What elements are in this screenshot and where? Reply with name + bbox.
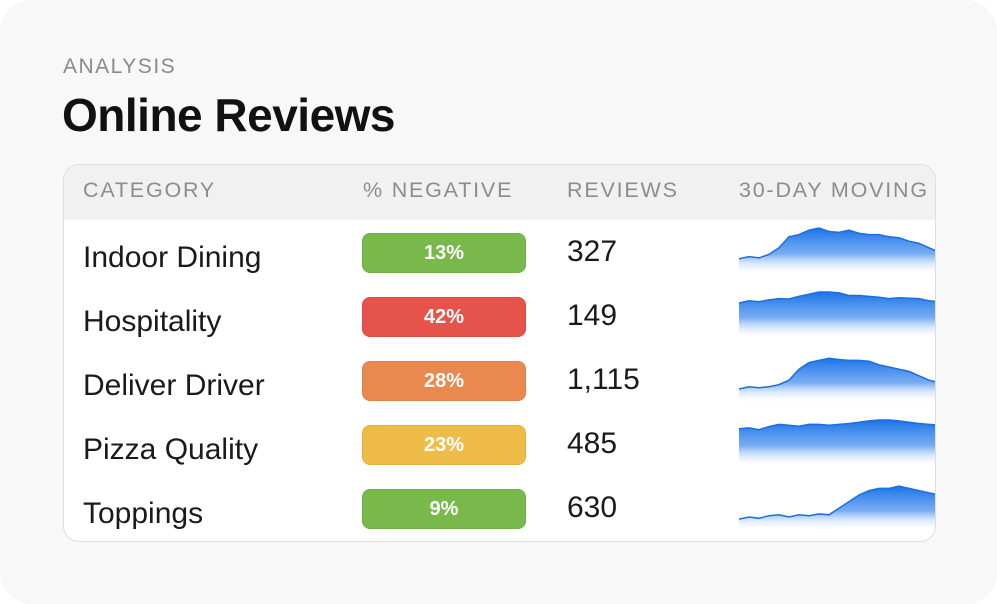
column-header-reviews[interactable]: REVIEWS — [567, 178, 679, 202]
sparkline-line — [739, 357, 935, 390]
negative-badge: 28% — [362, 361, 526, 401]
sparkline-area — [739, 358, 935, 403]
sparkline-line — [739, 291, 935, 304]
category-cell: Pizza Quality — [83, 433, 259, 466]
table-row[interactable]: Deliver Driver 28% 1,115 — [64, 357, 935, 425]
reviews-count: 149 — [567, 299, 618, 332]
table-row[interactable]: Hospitality 42% 149 — [64, 291, 935, 361]
reviews-table: CATEGORY % NEGATIVE REVIEWS 30-DAY MOVIN… — [63, 164, 936, 542]
sparkline-area — [739, 420, 935, 467]
negative-badge: 13% — [362, 233, 526, 273]
table-header: CATEGORY % NEGATIVE REVIEWS 30-DAY MOVIN… — [64, 165, 935, 220]
category-cell: Toppings — [83, 497, 204, 530]
section-eyebrow: ANALYSIS — [63, 55, 177, 78]
category-cell: Hospitality — [83, 305, 222, 338]
negative-badge: 23% — [362, 425, 526, 465]
sparkline-area — [739, 228, 935, 275]
sparkline-area — [739, 292, 935, 339]
sparkline — [739, 357, 935, 403]
column-header-negative[interactable]: % NEGATIVE — [363, 178, 514, 202]
category-cell: Indoor Dining — [83, 241, 262, 274]
category-cell: Deliver Driver — [83, 369, 265, 402]
reviews-count: 630 — [567, 491, 618, 524]
sparkline-line — [739, 227, 935, 260]
sparkline — [739, 485, 935, 531]
page-title: Online Reviews — [62, 89, 396, 141]
sparkline-line — [739, 485, 935, 520]
sparkline — [739, 419, 935, 467]
column-header-moving-average[interactable]: 30-DAY MOVING — [739, 178, 929, 202]
sparkline-line — [739, 419, 935, 431]
sparkline — [739, 291, 935, 339]
column-header-category[interactable]: CATEGORY — [83, 178, 217, 202]
negative-badge: 42% — [362, 297, 526, 337]
sparkline-area — [739, 486, 935, 531]
reviews-count: 327 — [567, 235, 618, 268]
sparkline — [739, 227, 935, 275]
negative-badge: 9% — [362, 489, 526, 529]
table-row[interactable]: Toppings 9% 630 — [64, 485, 935, 541]
reviews-count: 485 — [567, 427, 618, 460]
reviews-count: 1,115 — [567, 363, 640, 396]
table-row[interactable]: Pizza Quality 23% 485 — [64, 419, 935, 489]
table-row[interactable]: Indoor Dining 13% 327 — [64, 227, 935, 297]
